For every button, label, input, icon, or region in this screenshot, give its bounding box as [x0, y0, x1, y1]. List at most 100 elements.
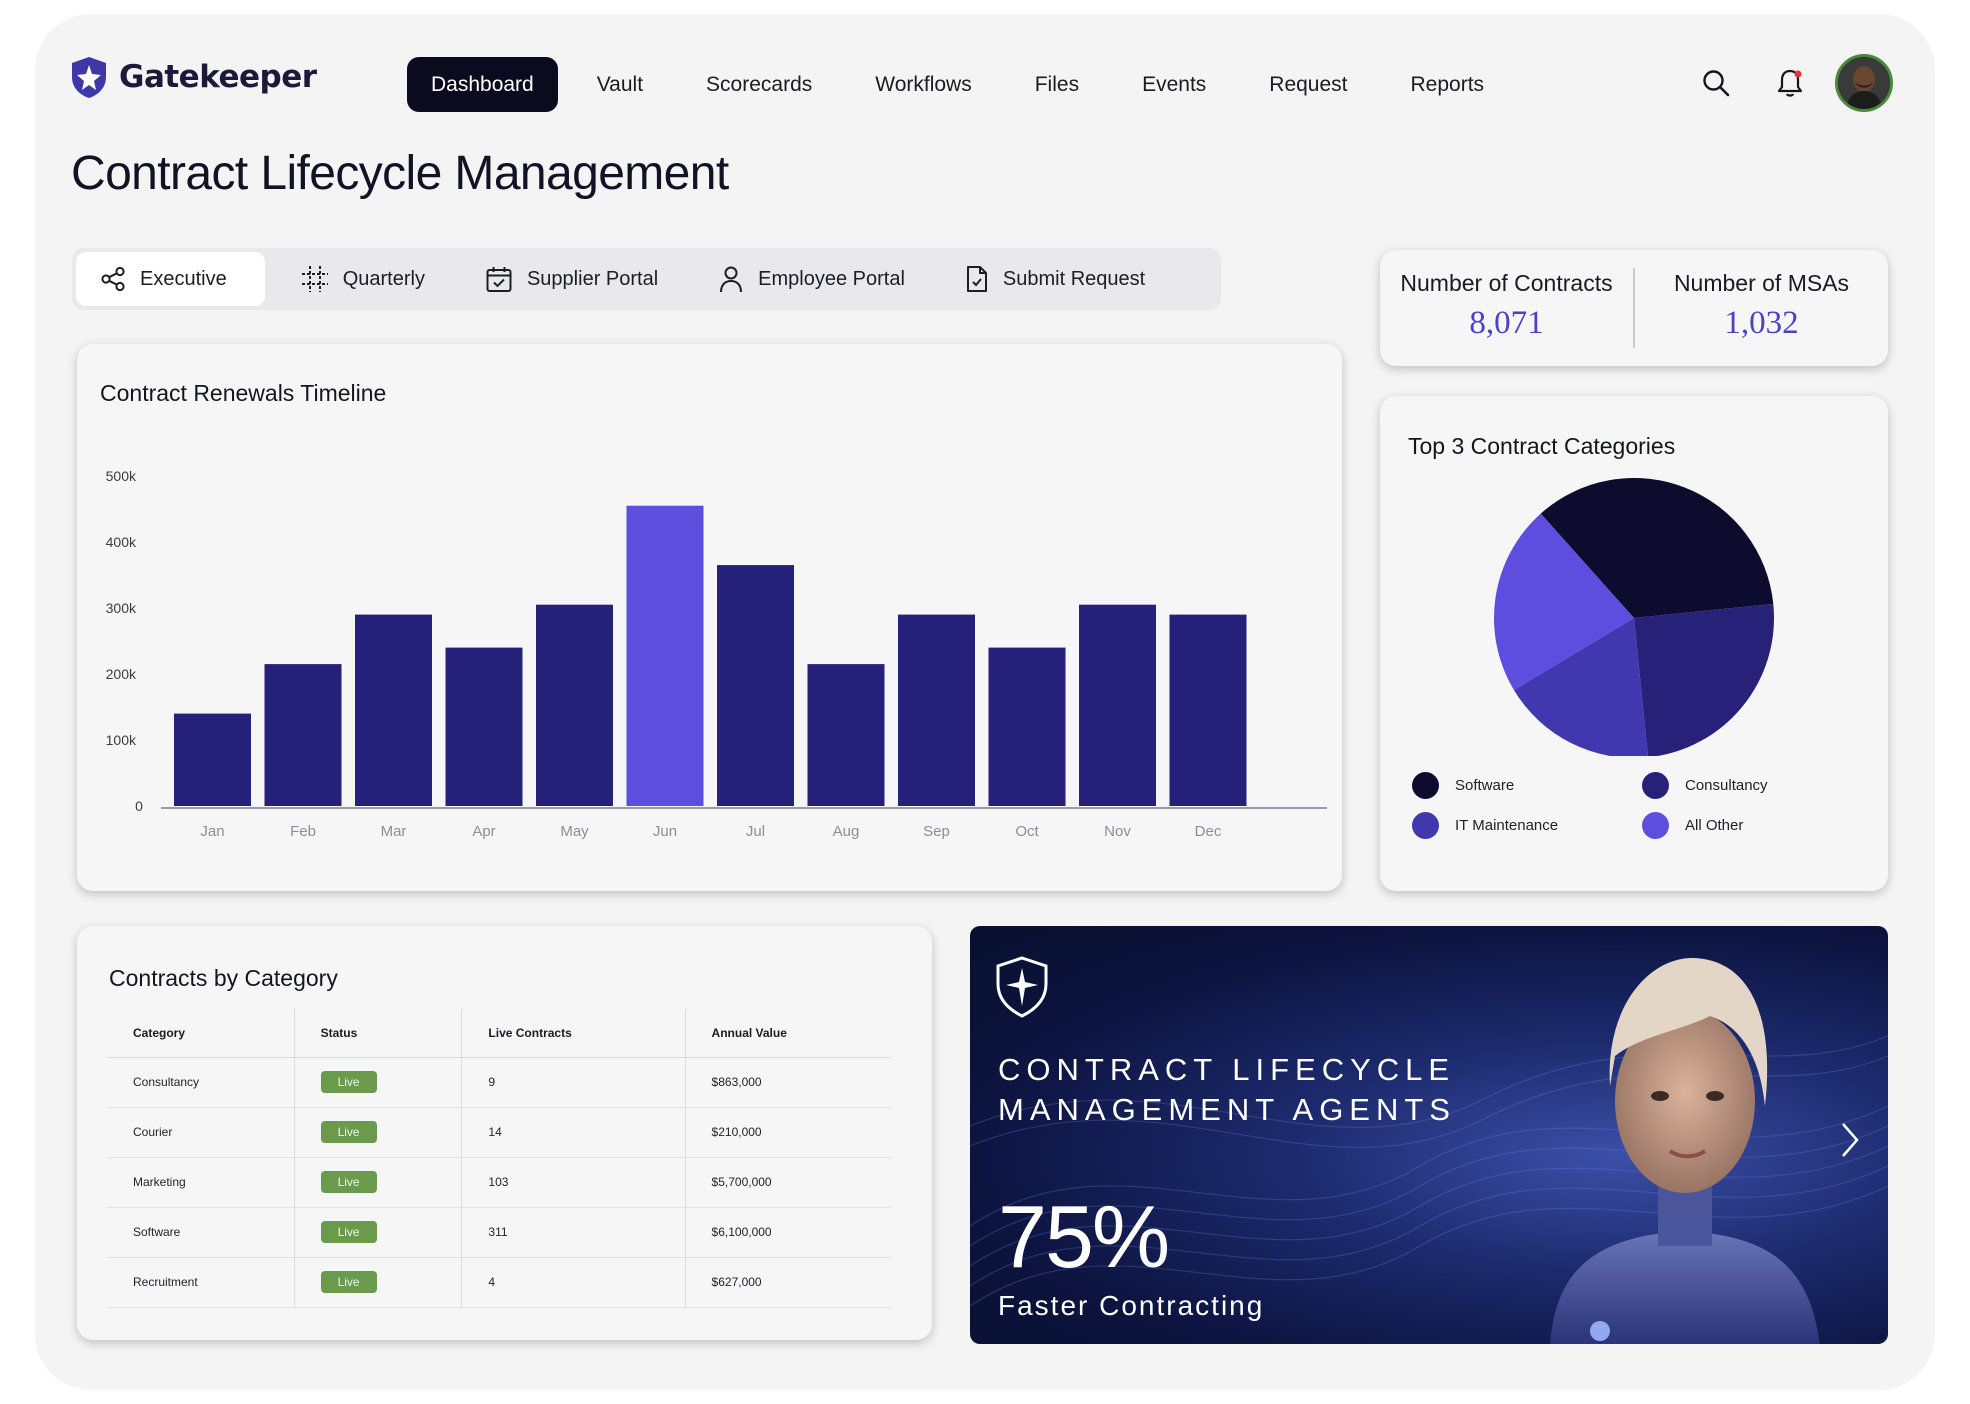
x-tick-label: Sep [923, 823, 950, 840]
column-header[interactable]: Category [107, 1009, 295, 1058]
table-row[interactable]: Courier Live 14 $210,000 [107, 1107, 891, 1158]
promo-heading-line2: MANAGEMENT AGENTS [998, 1092, 1456, 1127]
document-icon [966, 266, 987, 292]
chevron-right-icon [1842, 1123, 1859, 1157]
cell-status: Live [293, 1207, 462, 1258]
tab-submit-request[interactable]: Submit Request [941, 252, 1169, 306]
agent-portrait [1550, 957, 1820, 1344]
legend-label: Consultancy [1685, 776, 1768, 794]
pie-slice-software[interactable] [1540, 478, 1774, 618]
status-badge: Live [320, 1171, 377, 1193]
legend-item-all-other: All Other [1642, 811, 1872, 839]
bar-jun[interactable] [626, 505, 704, 806]
legend-dot [1642, 771, 1669, 799]
cell-live-contracts: 4 [461, 1257, 686, 1308]
bar-apr[interactable] [445, 647, 523, 806]
user-avatar[interactable] [1835, 54, 1893, 112]
pie-slice-all-other[interactable] [1494, 513, 1634, 691]
app-window: Gatekeeper Dashboard Vault Scorecards Wo… [35, 14, 1935, 1390]
bar-nov[interactable] [1079, 604, 1156, 806]
legend-dot [1412, 771, 1439, 799]
pie-slice-consultancy[interactable] [1634, 603, 1774, 756]
bar-dec[interactable] [1169, 614, 1247, 806]
chart-title: Contract Renewals Timeline [100, 380, 387, 406]
promo-heading: CONTRACT LIFECYCLE MANAGEMENT AGENTS [998, 1050, 1518, 1130]
x-tick-label: Nov [1104, 823, 1131, 840]
nav-dashboard[interactable]: Dashboard [407, 57, 558, 112]
x-tick-label: Oct [1015, 823, 1039, 840]
category-table: Category Status Live Contracts Annual Va… [107, 1009, 891, 1308]
search-button[interactable] [1696, 63, 1736, 103]
promo-stat: 75% [998, 1187, 1170, 1286]
cell-live-contracts: 311 [461, 1207, 686, 1258]
bar-jan[interactable] [174, 713, 251, 806]
y-tick-label: 200k [106, 666, 137, 682]
tab-executive[interactable]: Executive [76, 252, 265, 306]
legend-item-software: Software [1412, 771, 1642, 799]
pie-slice-it-maintenance[interactable] [1513, 618, 1648, 756]
bar-may[interactable] [536, 604, 613, 806]
column-header[interactable]: Status [293, 1009, 462, 1058]
legend-item-consultancy: Consultancy [1642, 771, 1872, 799]
renewals-chart-card: Contract Renewals Timeline 0 100k 200k 300k… [77, 344, 1342, 891]
y-tick-label: 500k [106, 468, 137, 484]
bar-mar[interactable] [355, 614, 432, 806]
page-title: Contract Lifecycle Management [71, 147, 729, 200]
bar-feb[interactable] [264, 664, 342, 806]
cell-category: Marketing [107, 1157, 295, 1208]
tab-label: Quarterly [342, 267, 425, 290]
bar-sep[interactable] [898, 614, 975, 806]
nav-events[interactable]: Events [1142, 72, 1207, 96]
categories-pie-chart [1494, 478, 1774, 756]
bar-oct[interactable] [988, 647, 1066, 806]
nav-request[interactable]: Request [1269, 72, 1348, 96]
cell-status: Live [293, 1257, 462, 1308]
tab-quarterly[interactable]: Quarterly [277, 252, 449, 306]
table-row[interactable]: Software Live 311 $6,100,000 [107, 1207, 891, 1258]
x-tick-label: Mar [381, 823, 407, 840]
x-tick-label: Jul [746, 823, 765, 840]
cell-annual-value: $5,700,000 [684, 1157, 891, 1208]
cell-category: Software [107, 1207, 295, 1258]
table-row[interactable]: Consultancy Live 9 $863,000 [107, 1057, 891, 1108]
carousel-next-button[interactable] [1832, 1118, 1868, 1162]
status-badge: Live [320, 1121, 377, 1143]
avatar-photo-icon [1838, 57, 1890, 109]
legend-dot [1412, 811, 1439, 839]
renewals-bar-chart: 0 100k 200k 300k 400k 500k Jan Feb Mar Apr May Jun J… [106, 468, 1327, 840]
table-row[interactable]: Recruitment Live 4 $627,000 [107, 1257, 891, 1308]
column-header[interactable]: Annual Value [684, 1009, 891, 1058]
cell-category: Consultancy [107, 1057, 295, 1108]
cell-status: Live [293, 1057, 462, 1108]
share-icon [101, 266, 125, 292]
nav-reports[interactable]: Reports [1410, 72, 1485, 96]
kpi-msas: Number of MSAs 1,032 [1635, 250, 1888, 366]
x-tick-label: Jan [200, 823, 224, 840]
bar-jul[interactable] [717, 565, 794, 806]
status-badge: Live [320, 1221, 377, 1243]
search-icon [1703, 70, 1730, 97]
tab-label: Executive [140, 267, 227, 290]
kpi-card: Number of Contracts 8,071 Number of MSAs… [1380, 250, 1888, 366]
table-row[interactable]: Marketing Live 103 $5,700,000 [107, 1157, 891, 1208]
brand-logo[interactable]: Gatekeeper [69, 55, 317, 99]
cell-annual-value: $627,000 [684, 1257, 891, 1308]
bar-aug[interactable] [807, 664, 885, 806]
nav-vault[interactable]: Vault [596, 72, 644, 96]
notifications-button[interactable] [1770, 63, 1810, 103]
cell-live-contracts: 14 [461, 1107, 686, 1158]
tab-supplier-portal[interactable]: Supplier Portal [461, 252, 682, 306]
column-header[interactable]: Live Contracts [461, 1009, 686, 1058]
nav-scorecards[interactable]: Scorecards [706, 72, 813, 96]
nav-workflows[interactable]: Workflows [875, 72, 972, 96]
promo-banner[interactable]: CONTRACT LIFECYCLE MANAGEMENT AGENTS 75%… [970, 926, 1888, 1344]
categories-pie-card: Top 3 Contract Categories Software Consu… [1380, 396, 1888, 891]
nav-files[interactable]: Files [1034, 72, 1080, 96]
tab-label: Submit Request [1002, 267, 1146, 290]
person-icon [720, 266, 743, 293]
x-tick-label: Jun [653, 823, 677, 840]
cell-status: Live [293, 1157, 462, 1208]
legend-label: All Other [1685, 816, 1744, 834]
top-nav: Dashboard Vault Scorecards Workflows Fil… [407, 57, 1523, 112]
tab-employee-portal[interactable]: Employee Portal [694, 252, 929, 306]
